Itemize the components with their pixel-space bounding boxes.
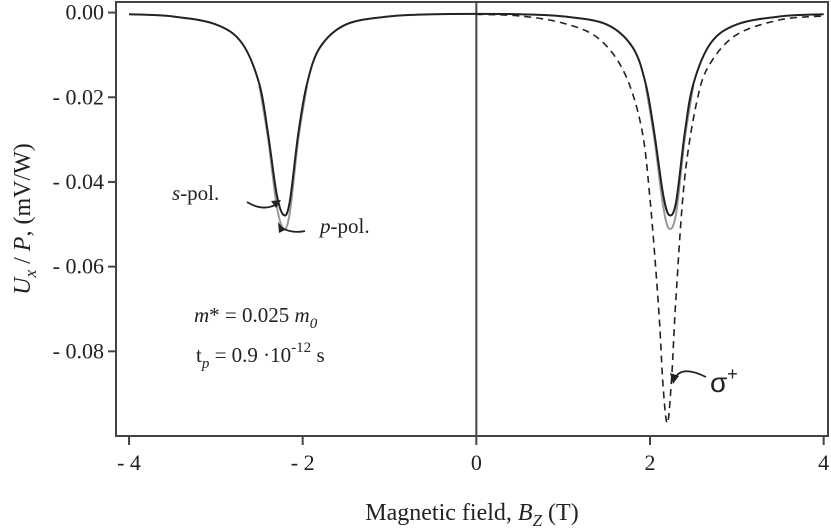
y-title-unit: , (mV/W) (10, 143, 36, 236)
series-line-p-pol (644, 85, 695, 230)
series-line-series (476, 13, 824, 425)
y-tick-label: - 0.02 (53, 84, 104, 109)
x-tick-label: - 2 (291, 450, 315, 475)
y-axis-title: Ux / P, (mV/W) (10, 143, 40, 295)
s-pol-arrowhead (271, 200, 281, 208)
sigma-plus-label: σ+ (710, 364, 738, 398)
sigma-main: σ (710, 367, 727, 398)
p-pol-italic: p (318, 214, 331, 238)
tau-sub: p (201, 356, 210, 372)
sigma-arrowhead (670, 373, 679, 384)
p-pol-arrowhead (278, 222, 285, 233)
y-title-sym1: U (10, 276, 36, 295)
y-tick-label: 0.00 (66, 0, 105, 25)
effective-mass-label: m* = 0.025 m0 (194, 303, 318, 332)
ticks-layer: - 4 - 2 0 2 4 0.00 - 0.02 - 0.04 - 0.06 - 0.08 (53, 0, 829, 475)
tau-sup: -12 (291, 340, 311, 356)
x-tick-label: - 4 (117, 450, 141, 475)
x-title-main: Magnetic field, (365, 500, 518, 526)
tau-mid: = 0.9 ·10 (209, 343, 291, 367)
y-tick-label: - 0.04 (53, 169, 104, 194)
mass-sub: 0 (310, 316, 318, 332)
x-axis-title: Magnetic field, BZ (T) (365, 500, 578, 528)
s-pol-text: -pol. (180, 181, 219, 205)
y-title-sub1: x (21, 269, 40, 278)
series-line-s-pol (128, 12, 824, 217)
x-title-sym: B (518, 500, 533, 526)
y-title-sym2: P (10, 236, 36, 252)
x-tick-label: 0 (471, 450, 482, 475)
mass-rhs: m (295, 303, 310, 327)
y-tick-label: - 0.06 (53, 254, 104, 279)
sigma-arrow (674, 370, 707, 379)
p-pol-label: p-pol. (318, 214, 370, 238)
mass-lhs: m (194, 303, 209, 327)
mass-mid: * = 0.025 (209, 303, 294, 327)
x-tick-label: 4 (818, 450, 829, 475)
tau-lhs: t (196, 343, 202, 367)
relaxation-time-label: tp = 0.9 ·10-12 s (196, 340, 325, 372)
s-pol-italic: s (172, 181, 180, 205)
y-tick-label: - 0.08 (53, 338, 104, 363)
p-pol-text: -pol. (331, 214, 370, 238)
x-title-sub: Z (533, 511, 543, 528)
y-title-mid: / (10, 251, 36, 270)
sigma-sup: + (727, 364, 738, 384)
s-pol-label: s-pol. (172, 181, 219, 205)
tau-unit: s (311, 343, 324, 367)
plot-frame (115, 1, 829, 437)
x-title-unit: (T) (542, 500, 579, 526)
x-tick-label: 2 (645, 450, 656, 475)
